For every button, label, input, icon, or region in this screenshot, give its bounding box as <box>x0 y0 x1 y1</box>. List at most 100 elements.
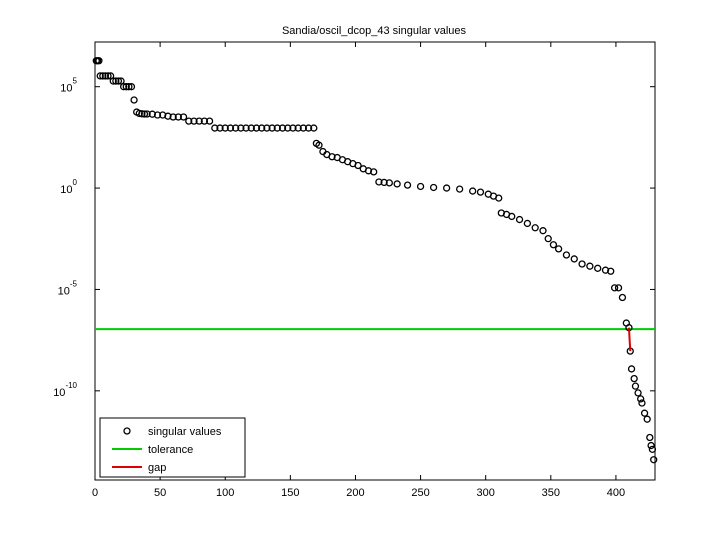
singular-value <box>328 153 336 161</box>
y-tick-base: 10 <box>58 285 70 297</box>
singular-value <box>164 112 172 120</box>
legend-marker <box>123 427 131 435</box>
singular-value <box>640 409 649 417</box>
singular-value <box>112 77 120 85</box>
singular-value <box>205 117 214 125</box>
singular-value <box>242 124 250 132</box>
singular-value <box>135 109 143 118</box>
y-tick-base: 10 <box>60 184 72 196</box>
singular-value <box>247 124 255 132</box>
singular-value <box>539 227 547 235</box>
singular-value <box>646 433 654 442</box>
gap-line <box>627 327 632 352</box>
singular-value <box>185 117 193 125</box>
y-tick-exponent: 5 <box>73 77 78 86</box>
singular-value <box>289 124 297 132</box>
singular-value <box>531 224 539 232</box>
x-tick-label: 100 <box>216 487 234 499</box>
singular-value <box>252 124 261 132</box>
singular-value <box>153 111 162 119</box>
singular-value <box>627 365 636 373</box>
singular-value <box>523 219 532 228</box>
singular-value <box>226 124 235 132</box>
singular-value <box>456 185 464 193</box>
singular-value <box>232 124 240 132</box>
singular-value <box>263 124 271 132</box>
singular-value <box>95 57 103 65</box>
singular-value <box>294 124 302 132</box>
singular-value <box>310 124 318 132</box>
chart-title: Sandia/oscil_dcop_43 singular values <box>282 25 467 37</box>
x-tick-label: 50 <box>154 487 166 499</box>
x-tick-label: 350 <box>542 487 560 499</box>
singular-value <box>508 212 516 221</box>
legend-label: gap <box>148 462 166 474</box>
singular-value <box>570 255 578 263</box>
singular-value <box>211 124 219 132</box>
y-tick-exponent: -5 <box>70 279 78 288</box>
singular-value <box>195 117 203 125</box>
singular-value <box>148 110 156 118</box>
singular-value <box>200 117 209 125</box>
singular-value <box>127 83 136 91</box>
singular-value <box>647 441 655 450</box>
singular-value <box>607 267 615 275</box>
singular-value <box>614 284 623 292</box>
x-tick-label: 250 <box>411 487 429 499</box>
singular-value <box>554 245 563 253</box>
singular-value <box>610 284 619 292</box>
singular-value <box>130 96 138 104</box>
singular-value <box>586 262 594 270</box>
singular-value <box>495 194 503 202</box>
singular-value <box>120 83 128 91</box>
singular-value <box>179 113 188 121</box>
legend-label: singular values <box>148 426 222 438</box>
singular-value <box>216 124 224 132</box>
singular-value <box>618 293 627 302</box>
singular-value <box>370 168 378 176</box>
legend-label: tolerance <box>148 444 193 456</box>
y-tick-exponent: -10 <box>65 381 77 390</box>
singular-value <box>354 161 362 170</box>
singular-value <box>221 124 229 132</box>
singular-value <box>469 187 477 195</box>
singular-value <box>122 83 130 91</box>
singular-value <box>429 183 438 192</box>
singular-value <box>643 415 651 423</box>
singular-value <box>416 182 425 191</box>
singular-value <box>648 445 657 453</box>
singular-value <box>594 264 602 272</box>
singular-value <box>278 124 287 132</box>
singular-value <box>169 113 177 121</box>
singular-value <box>375 178 383 186</box>
singular-value <box>125 83 133 91</box>
singular-value <box>393 180 401 188</box>
y-tick-base: 10 <box>60 83 72 95</box>
singular-value <box>562 251 571 259</box>
singular-value <box>114 77 123 85</box>
singular-value <box>284 124 292 132</box>
singular-value <box>638 399 646 407</box>
x-tick-label: 400 <box>607 487 625 499</box>
singular-value <box>268 124 276 132</box>
singular-value <box>637 395 645 403</box>
singular-value <box>101 72 110 80</box>
singular-value <box>650 456 658 464</box>
singular-value <box>630 374 638 383</box>
singular-value <box>237 124 245 132</box>
x-tick-label: 150 <box>281 487 299 499</box>
singular-value <box>515 215 524 224</box>
singular-value <box>117 77 125 85</box>
singular-value <box>174 113 182 121</box>
singular-value <box>544 235 552 243</box>
singular-value <box>403 181 412 189</box>
singular-value <box>442 184 451 192</box>
singular-value <box>549 241 558 249</box>
singular-value <box>634 389 642 397</box>
singular-value <box>315 141 323 149</box>
singular-value <box>380 178 388 187</box>
singular-value <box>273 124 281 132</box>
singular-value <box>258 124 266 132</box>
singular-value <box>138 110 146 118</box>
